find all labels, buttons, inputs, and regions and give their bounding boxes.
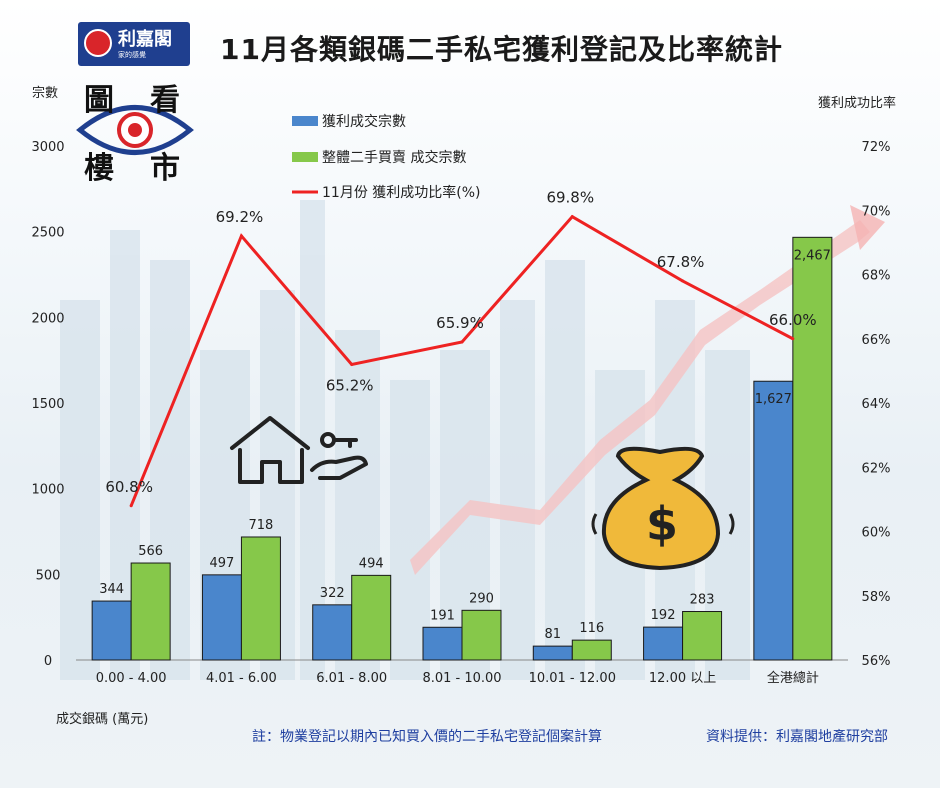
rate-point [570,215,574,219]
x-tick-label: 12.00 以上 [649,671,716,686]
total-bar [130,562,171,661]
rate-point [350,362,354,366]
logo-sub: 家的感覺 [118,51,146,59]
right-axis-label: 獲利成功比率 [818,96,897,111]
total-bar-label: 290 [469,591,494,606]
x-tick-label: 8.01 - 10.00 [422,671,501,686]
total-bar-label: 2,467 [794,248,831,263]
rate-point-label: 60.8% [105,478,153,496]
profit-bar-label: 322 [320,586,345,601]
profit-bar [643,626,684,661]
right-axis-tick-label: 60% [862,526,891,541]
badge-char-1: 圖 [84,83,114,118]
profit-bar-label: 192 [651,608,676,623]
left-axis-label: 宗數 [32,86,59,101]
total-bar-label: 116 [579,621,604,636]
badge-char-2: 看 [150,83,180,118]
right-axis-tick-label: 58% [862,590,891,605]
x-tick-label: 4.01 - 6.00 [206,671,277,686]
legend-label-total: 整體二手買賣 成交宗數 [322,149,466,166]
rate-point [239,234,243,238]
total-bar-label: 566 [138,544,163,559]
rate-point-label: 66.0% [769,311,817,329]
left-axis-tick-label: 2000 [31,311,64,326]
rate-point [460,340,464,344]
left-axis-tick-label: 1000 [31,483,64,498]
logo-brand: 利嘉閣 [118,29,172,50]
left-axis-tick-label: 3000 [31,140,64,155]
total-bar-label: 283 [690,593,715,608]
badge-char-3: 樓 [84,151,114,186]
left-axis-tick-label: 0 [44,654,52,669]
profit-bar-label: 191 [430,608,455,623]
right-axis-tick-label: 56% [862,654,891,669]
profit-bar [312,604,353,661]
x-tick-label: 全港總計 [767,670,819,686]
rate-point-label: 67.8% [657,253,705,271]
profit-bar-label: 344 [99,582,124,597]
profit-bar-label: 81 [545,627,562,642]
rate-point-label: 69.8% [546,189,594,207]
eye-badge-logo: 圖 看 樓 市 [70,75,200,186]
eye-icon [76,105,194,155]
legend-swatch-total [292,152,318,162]
profit-bar [753,380,794,661]
rate-point [129,504,133,508]
footnote-right: 資料提供：利嘉閣地產研究部 [706,729,888,745]
svg-text:$: $ [646,497,678,551]
x-tick-label: 6.01 - 8.00 [316,671,387,686]
rate-point-label: 65.9% [436,314,484,332]
right-axis-tick-label: 64% [862,397,891,412]
total-bar [682,611,723,661]
left-axis-tick-label: 1500 [31,397,64,412]
x-tick-label: 10.01 - 12.00 [529,671,616,686]
profit-bar [91,600,132,661]
total-bar [571,639,612,661]
rate-point [681,279,685,283]
company-logo: 利嘉閣 家的感覺 [78,22,190,66]
right-axis-tick-label: 66% [862,333,891,348]
profit-bar [422,626,463,661]
left-axis-tick-label: 500 [36,568,61,583]
right-axis-tick-label: 70% [862,204,891,219]
legend-label-rate: 11月份 獲利成功比率(%) [322,184,481,201]
legend-label-profit: 獲利成交宗數 [322,113,406,130]
rate-point [791,337,795,341]
profit-bar-label: 1,627 [755,392,792,407]
total-bar [461,609,502,661]
legend-swatch-profit [292,116,318,126]
logo-mark-icon [84,29,112,57]
rate-point-label: 65.2% [326,376,374,394]
right-axis-tick-label: 72% [862,140,891,155]
total-bar [792,236,833,661]
rate-point-label: 69.2% [216,208,264,226]
total-bar-label: 718 [249,518,274,533]
x-tick-label: 0.00 - 4.00 [96,671,167,686]
footnote-left: 註：物業登記以期內已知買入價的二手私宅登記個案計算 [252,729,602,745]
right-axis-tick-label: 62% [862,461,891,476]
total-bar-label: 494 [359,556,384,571]
badge-char-4: 市 [150,151,180,186]
left-axis-tick-label: 2500 [31,226,64,241]
right-axis-tick-label: 68% [862,269,891,284]
total-bar [240,536,281,661]
total-bar [351,574,392,661]
profit-bar-label: 497 [210,556,235,571]
x-axis-label: 成交銀碼 (萬元) [56,712,149,727]
chart-title: 11月各類銀碼二手私宅獲利登記及比率統計 [220,33,783,66]
